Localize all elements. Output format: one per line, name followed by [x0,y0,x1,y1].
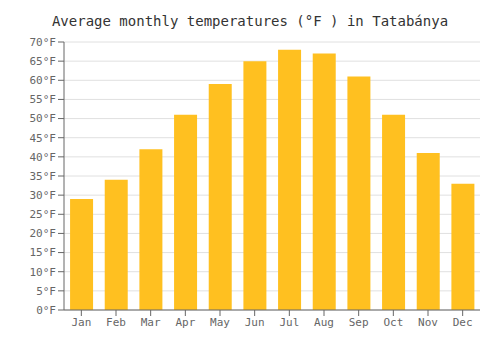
svg-text:25°F: 25°F [30,208,57,221]
svg-text:30°F: 30°F [30,189,57,202]
svg-text:Dec: Dec [453,316,473,329]
svg-text:Jun: Jun [245,316,265,329]
svg-text:Sep: Sep [349,316,369,329]
svg-text:Apr: Apr [175,316,195,329]
svg-text:5°F: 5°F [36,285,56,298]
svg-text:70°F: 70°F [30,36,57,49]
svg-text:15°F: 15°F [30,246,57,259]
svg-text:65°F: 65°F [30,55,57,68]
svg-text:60°F: 60°F [30,74,57,87]
svg-text:10°F: 10°F [30,266,57,279]
svg-text:35°F: 35°F [30,170,57,183]
svg-text:Nov: Nov [418,316,438,329]
svg-text:May: May [210,316,230,329]
svg-text:55°F: 55°F [30,93,57,106]
svg-text:45°F: 45°F [30,132,57,145]
html-text:Average monthly temperatures (: Average monthly temperatures (°F ) in Ta… [51,13,449,29]
svg-text:Jan: Jan [71,316,91,329]
svg-text:20°F: 20°F [30,227,57,240]
svg-text:40°F: 40°F [30,151,57,164]
svg-text:50°F: 50°F [30,112,57,125]
svg-text:Jul: Jul [279,316,299,329]
svg-text:Oct: Oct [383,316,403,329]
svg-text:Feb: Feb [106,316,126,329]
svg-text:0°F: 0°F [36,304,56,317]
svg-text:Mar: Mar [141,316,161,329]
svg-text:Aug: Aug [314,316,334,329]
